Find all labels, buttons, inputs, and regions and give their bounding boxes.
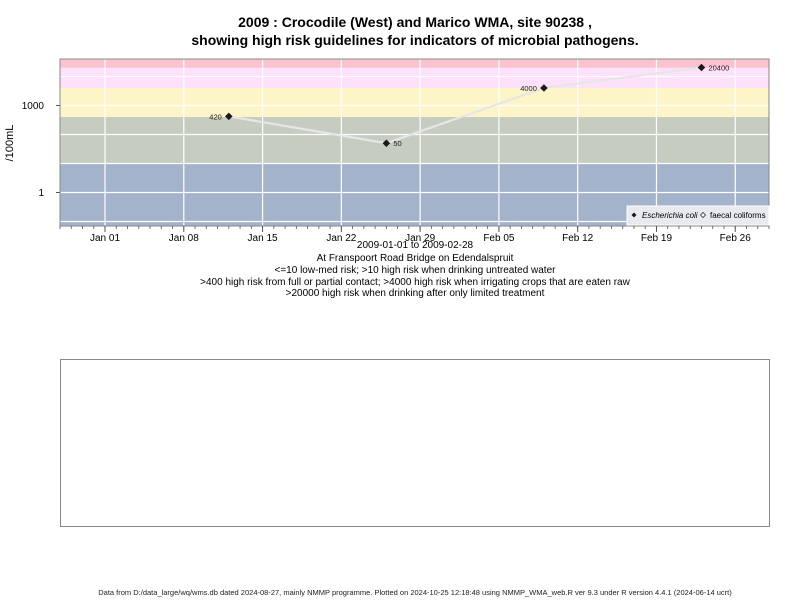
y-axis-label: /100mL (4, 125, 16, 162)
data-point (382, 139, 391, 147)
y-tick-label: 1000 (22, 101, 45, 112)
axes: 1 1000 Jan 01 Jan 08 Jan 15 Jan 22 Jan 29 Feb 0… (22, 101, 770, 244)
x-tick-label: Jan 22 (326, 233, 356, 244)
x-tick-label: Feb 05 (483, 233, 515, 244)
empty-plot-panel (60, 359, 770, 527)
caption-guideline-2: >400 high risk from full or partial cont… (200, 277, 630, 288)
data-label: 4000 (520, 84, 537, 93)
legend-label-ecoli: Escherichia coli (642, 211, 698, 220)
caption-date-range: 2009-01-01 to 2009-02-28 (356, 240, 474, 251)
data-label: 420 (209, 112, 222, 121)
x-tick-label: Feb 12 (562, 233, 594, 244)
grid-lines (60, 59, 769, 226)
caption-guideline-3: >20000 high risk when drinking after onl… (285, 288, 545, 299)
data-series: 420 50 4000 20400 (209, 63, 729, 148)
chart-title: 2009 : Crocodile (West) and Marico WMA, … (238, 14, 592, 30)
legend-marker-ecoli (631, 212, 637, 218)
x-tick-label: Jan 29 (405, 233, 435, 244)
legend-marker-faecal (699, 211, 707, 219)
caption-site: At Franspoort Road Bridge on Edendalspru… (316, 253, 514, 264)
x-tick-label: Jan 01 (90, 233, 120, 244)
legend-box (626, 205, 770, 226)
footer-note: Data from D:/data_large/wq/wms.db dated … (98, 588, 732, 597)
plot-frame (59, 58, 770, 227)
chart-plot: 420 50 4000 20400 1 1000 Jan 01 Jan 08 Jan 15 Ja… (4, 58, 770, 244)
y-tick-label: 1 (38, 188, 44, 199)
x-tick-label: Feb 26 (720, 233, 752, 244)
series-line-0 (228, 66, 702, 145)
legend-label-faecal: faecal coliforms (710, 211, 766, 220)
risk-bands (60, 59, 769, 226)
x-tick-label: Feb 19 (641, 233, 673, 244)
data-label: 50 (393, 139, 401, 148)
legend: Escherichia coli faecal coliforms (626, 205, 770, 226)
x-tick-label: Jan 15 (248, 233, 278, 244)
risk-band-4 (60, 59, 769, 68)
chart-subtitle: showing high risk guidelines for indicat… (191, 32, 639, 48)
data-point (225, 112, 233, 121)
data-point (697, 63, 706, 72)
data-point (540, 84, 548, 92)
risk-band-3 (60, 67, 769, 89)
x-tick-label: Jan 08 (169, 233, 199, 244)
data-label: 20400 (708, 63, 729, 72)
risk-band-1 (60, 117, 769, 164)
risk-band-2 (60, 88, 769, 118)
caption-guideline-1: <=10 low-med risk; >10 high risk when dr… (274, 265, 556, 276)
